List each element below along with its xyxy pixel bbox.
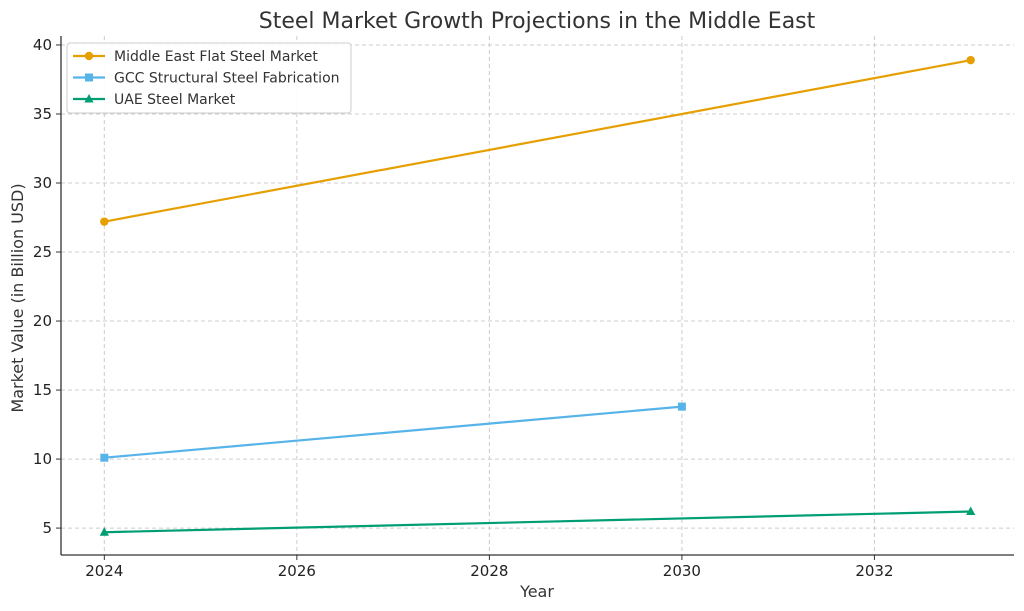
- legend-label: Middle East Flat Steel Market: [114, 49, 318, 65]
- x-tick-label: 2024: [85, 562, 123, 580]
- y-tick-label: 40: [33, 36, 52, 54]
- data-point: [966, 55, 975, 65]
- series-line: [104, 405, 682, 459]
- legend-marker: [84, 94, 94, 103]
- legend-item: Middle East Flat Steel Market: [73, 49, 318, 65]
- chart-title: Steel Market Growth Projections in the M…: [259, 9, 816, 34]
- legend: Middle East Flat Steel Market GCC Structu…: [66, 42, 352, 114]
- x-tick-label: 2032: [855, 562, 893, 580]
- series-2: [100, 402, 686, 462]
- y-tick-label: 15: [33, 381, 52, 399]
- series-layer: [99, 55, 976, 536]
- series-line: [104, 510, 971, 534]
- y-tick-label: 5: [42, 519, 52, 537]
- legend-label: GCC Structural Steel Fabrication: [114, 71, 340, 87]
- x-tick-label: 2028: [470, 562, 508, 580]
- data-point: [99, 527, 109, 536]
- series-1: [100, 55, 975, 226]
- legend-item: UAE Steel Market: [73, 92, 236, 108]
- grid: [61, 36, 1014, 555]
- y-tick-label: 35: [33, 105, 52, 123]
- y-tick-label: 10: [33, 450, 52, 468]
- data-point: [100, 217, 109, 226]
- y-tick-label: 30: [33, 174, 52, 192]
- series-3: [99, 506, 976, 536]
- legend-marker: [85, 73, 93, 82]
- x-axis-label: Year: [519, 582, 554, 601]
- axes: 2024 2026 2028 2030 2032 5 10 15 20 25 30 35 40: [33, 36, 1014, 580]
- y-tick-label: 25: [33, 243, 52, 261]
- y-axis-label: Market Value (in Billion USD): [8, 183, 27, 412]
- data-point: [677, 402, 686, 411]
- legend-label: UAE Steel Market: [114, 92, 236, 108]
- legend-marker: [84, 51, 94, 61]
- data-point: [966, 506, 976, 516]
- data-point: [100, 453, 109, 462]
- legend-box: [66, 42, 352, 114]
- series-line: [104, 59, 971, 223]
- x-tick-label: 2030: [663, 562, 701, 580]
- legend-item: GCC Structural Steel Fabrication: [73, 71, 340, 87]
- x-tick-label: 2026: [278, 562, 316, 580]
- y-tick-label: 20: [33, 312, 52, 330]
